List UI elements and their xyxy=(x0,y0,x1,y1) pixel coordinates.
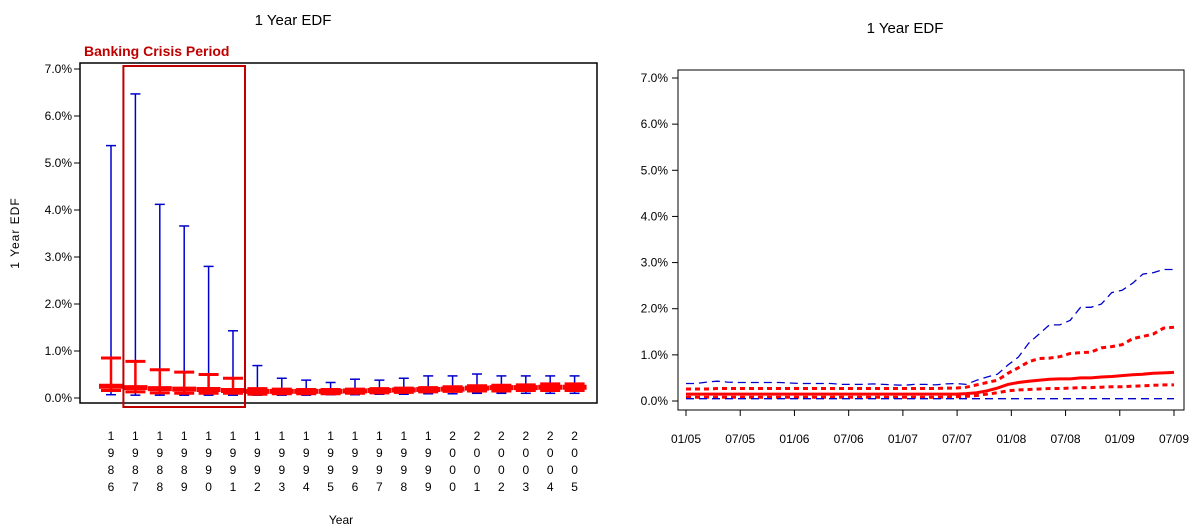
left-y-tick-label: 1.0% xyxy=(45,344,73,358)
left-y-tick-label: 4.0% xyxy=(45,203,73,217)
left-y-tick-label: 2.0% xyxy=(45,297,73,311)
left-y-tick-label: 0.0% xyxy=(45,391,73,405)
left-chart-title: 1 Year EDF xyxy=(255,12,332,29)
right-y-tick-label: 7.0% xyxy=(641,71,669,85)
right-y-tick-label: 1.0% xyxy=(641,348,669,362)
right-x-tick-label: 01/09 xyxy=(1105,432,1135,446)
right-lines xyxy=(686,268,1175,400)
right-y-tick-label: 3.0% xyxy=(641,256,669,270)
right-x-tick-label: 01/08 xyxy=(996,432,1026,446)
right-y-tick-label: 0.0% xyxy=(641,394,669,408)
right-chart: 1 Year EDF 0.0% 1.0% 2.0% 3.0% 4.0% 5.0% 6.0% 7… xyxy=(641,20,1190,446)
right-y-tick-label: 4.0% xyxy=(641,209,669,223)
left-boxes xyxy=(99,93,587,396)
right-x-tick-label: 07/05 xyxy=(725,432,755,446)
right-plot-frame xyxy=(677,69,1185,411)
crisis-period-box xyxy=(122,65,246,408)
left-y-tick-label: 5.0% xyxy=(45,156,73,170)
right-chart-title: 1 Year EDF xyxy=(867,20,944,37)
right-x-tick-label: 07/09 xyxy=(1159,432,1189,446)
crisis-period-label: Banking Crisis Period xyxy=(84,43,229,59)
left-y-axis-label: 1 Year EDF xyxy=(8,197,22,268)
left-chart: 1 Year EDF 0.0% 1.0% 2.0% 3.0% 4.0% 5.0% 6.0% 7… xyxy=(8,12,598,527)
right-x-axis: 01/05 07/05 01/06 07/06 01/07 07/07 01/08 07/08… xyxy=(671,410,1189,446)
left-y-tick-label: 3.0% xyxy=(45,250,73,264)
left-y-axis: 0.0% 1.0% 2.0% 3.0% 4.0% 5.0% 6.0% 7.0% xyxy=(45,62,80,405)
right-y-axis: 0.0% 1.0% 2.0% 3.0% 4.0% 5.0% 6.0% 7.0% xyxy=(641,71,678,408)
right-x-tick-label: 01/07 xyxy=(888,432,918,446)
series-line-0 xyxy=(686,268,1174,386)
right-y-tick-label: 6.0% xyxy=(641,117,669,131)
right-x-tick-label: 07/07 xyxy=(942,432,972,446)
right-y-tick-label: 5.0% xyxy=(641,163,669,177)
left-x-axis: 1 9 8 6 1 9 8 7 1 9 8 8 1 9 8 9 1 9 9 0 1 9 9 1 1 9 9 2 1 9 9 3 1 9 9 4 1 9 9 5… xyxy=(108,429,579,494)
series-line-3 xyxy=(686,383,1174,399)
right-x-tick-label: 07/08 xyxy=(1051,432,1081,446)
right-y-tick-label: 2.0% xyxy=(641,302,669,316)
left-plot-frame xyxy=(79,62,598,404)
series-line-1 xyxy=(686,325,1175,391)
right-x-tick-label: 01/06 xyxy=(779,432,809,446)
left-y-tick-label: 7.0% xyxy=(45,62,73,76)
series-line-2 xyxy=(686,370,1175,396)
left-y-tick-label: 6.0% xyxy=(45,109,73,123)
left-x-axis-label: Year xyxy=(329,513,353,527)
right-x-tick-label: 07/06 xyxy=(834,432,864,446)
right-x-tick-label: 01/05 xyxy=(671,432,701,446)
